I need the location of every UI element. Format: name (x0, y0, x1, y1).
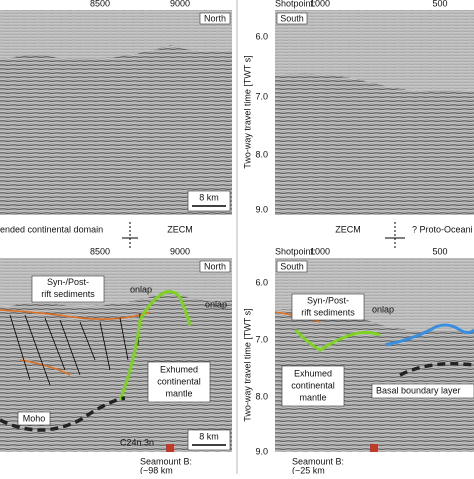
shotpoint-tick: 1000 (310, 0, 330, 8)
domain-row: ended continental domain ZECM ZECM ? Pro… (0, 222, 473, 250)
annotation: continental (157, 376, 201, 386)
domain-label: ? Proto-Oceani (412, 224, 473, 234)
annotation: Exhumed (294, 368, 332, 378)
shotpoint-tick: 8500 (90, 0, 110, 8)
water-column (0, 10, 232, 60)
annotation: C24n.3n (120, 437, 154, 447)
shotpoint-label: Shotpoint: (275, 246, 316, 256)
annotation: rift sediments (301, 307, 355, 317)
y-tick-label: 6.0 (255, 31, 268, 41)
water-column (275, 10, 474, 92)
shotpoint-tick: 9000 (170, 0, 190, 8)
label-box (276, 260, 308, 273)
moho-line (0, 396, 126, 432)
panel-top-right: Shotpoint: 1000 500 South 6.0 7.0 8.0 9.… (242, 0, 474, 215)
shotpoint-label: Shotpoint: (275, 0, 316, 8)
direction-label: South (280, 13, 304, 23)
basal-line (399, 362, 474, 377)
domain-label: ended continental domain (0, 224, 103, 234)
annotation: Seamount B: (292, 456, 344, 466)
horizon (0, 309, 151, 320)
y-axis-label: Two-way travel time [TWT s] (242, 55, 252, 168)
y-tick-label: 7.0 (255, 334, 268, 344)
top-basement (118, 290, 192, 401)
label-box (281, 365, 345, 407)
annotation: Syn-/Post- (47, 277, 89, 287)
panel-bottom-right: Shotpoint: 1000 500 South 6.0 7.0 8.0 9.… (242, 246, 474, 475)
annotation: Basal boundary layer (376, 385, 461, 395)
shotpoint-tick: 500 (432, 246, 447, 256)
y-tick-label: 9.0 (255, 204, 268, 214)
horizon (19, 359, 71, 376)
annotation: Moho (23, 413, 46, 423)
y-tick-label: 8.0 (255, 391, 268, 401)
annotation: mantle (299, 392, 326, 402)
shotpoint-tick: 8500 (90, 246, 110, 256)
y-tick-label: 8.0 (255, 149, 268, 159)
water-column (275, 258, 474, 332)
y-tick-label: 6.0 (255, 277, 268, 287)
label-box (31, 275, 105, 303)
scale-label: 8 km (199, 431, 219, 441)
annotation: (~98 km (140, 465, 173, 474)
annotation: Seamount B: (140, 456, 192, 466)
direction-label: South (280, 261, 304, 271)
shotpoint-tick: 1000 (310, 246, 330, 256)
annotation: Exhumed (160, 364, 198, 374)
y-tick-label: 7.0 (255, 91, 268, 101)
label-box (199, 260, 231, 273)
y-axis-label: Two-way travel time [TWT s] (242, 308, 252, 421)
annotation-line: Syn-/Post- (47, 277, 89, 287)
annotation: (~25 km (292, 465, 325, 474)
seamount-marker (370, 444, 378, 452)
label-box (199, 12, 231, 25)
domain-label: ZECM (167, 224, 193, 234)
label-box (17, 411, 51, 426)
seamount-marker (166, 444, 174, 452)
panel-bottom-left: 8500 9000 North Syn-/Post- rift sediment… (0, 246, 232, 475)
domain-label: ZECM (335, 224, 361, 234)
shotpoint-tick: 9000 (170, 246, 190, 256)
label-box (276, 12, 308, 25)
annotation: onlap (372, 304, 394, 314)
shotpoint-tick: 500 (432, 0, 447, 8)
annotation: rift sediments (41, 289, 95, 299)
annotation: onlap (205, 299, 227, 309)
direction-label: North (204, 13, 226, 23)
annotation-line: rift sediments (41, 289, 95, 299)
y-tick-label: 9.0 (255, 446, 268, 456)
label-box (291, 293, 365, 321)
label-box (147, 361, 211, 403)
direction-label: North (204, 261, 226, 271)
label-box (371, 383, 474, 399)
scale-label: 8 km (199, 192, 219, 202)
annotation: onlap (130, 284, 152, 294)
annotation: mantle (165, 388, 192, 398)
top-basement (293, 328, 381, 352)
top-basement (384, 323, 474, 347)
panel-top-left: 8500 9000 North 8 km (0, 0, 232, 215)
annotation: continental (291, 380, 335, 390)
annotation: Syn-/Post- (307, 295, 349, 305)
